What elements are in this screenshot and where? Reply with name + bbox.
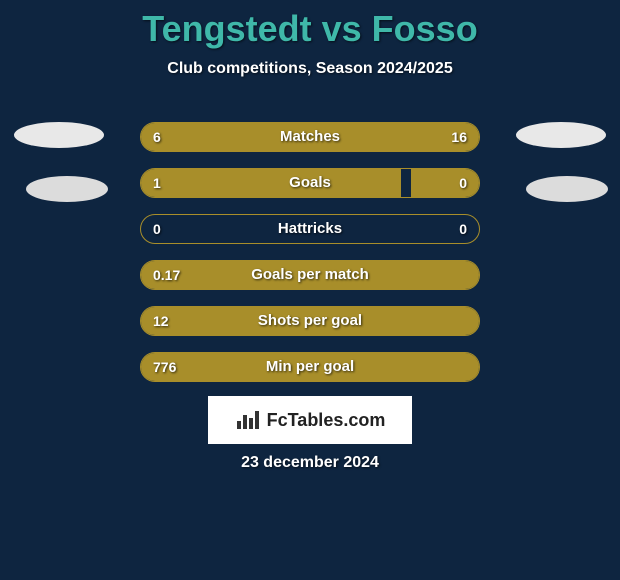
stat-bar: Shots per goal12 bbox=[140, 306, 480, 336]
player-left-shape-1 bbox=[14, 122, 104, 148]
stat-value-right: 16 bbox=[451, 123, 467, 151]
stat-bar: Goals per match0.17 bbox=[140, 260, 480, 290]
stat-bar: Hattricks0 0 bbox=[140, 214, 480, 244]
stat-label: Hattricks bbox=[141, 215, 479, 243]
page-subtitle: Club competitions, Season 2024/2025 bbox=[0, 60, 620, 78]
branding-box: FcTables.com bbox=[208, 396, 412, 444]
stat-value-left: 1 bbox=[153, 169, 161, 197]
stat-bar: Matches6 16 bbox=[140, 122, 480, 152]
stat-label: Goals bbox=[141, 169, 479, 197]
stat-bar: Goals1 0 bbox=[140, 168, 480, 198]
branding-text: FcTables.com bbox=[267, 410, 386, 431]
stat-value-left: 12 bbox=[153, 307, 169, 335]
stat-label: Goals per match bbox=[141, 261, 479, 289]
stat-value-left: 6 bbox=[153, 123, 161, 151]
stat-value-right: 0 bbox=[459, 169, 467, 197]
player-left-shape-2 bbox=[26, 176, 108, 202]
date-label: 23 december 2024 bbox=[0, 454, 620, 472]
stat-value-right: 0 bbox=[459, 215, 467, 243]
stats-bars: Matches616Goals10Hattricks00Goals per ma… bbox=[140, 122, 480, 398]
stat-value-left: 776 bbox=[153, 353, 176, 381]
stat-label: Min per goal bbox=[141, 353, 479, 381]
player-right-shape-2 bbox=[526, 176, 608, 202]
stat-bar: Min per goal776 bbox=[140, 352, 480, 382]
stat-label: Shots per goal bbox=[141, 307, 479, 335]
stat-value-left: 0.17 bbox=[153, 261, 180, 289]
player-right-shape-1 bbox=[516, 122, 606, 148]
chart-icon bbox=[235, 409, 261, 431]
stat-value-left: 0 bbox=[153, 215, 161, 243]
stat-label: Matches bbox=[141, 123, 479, 151]
page-title: Tengstedt vs Fosso bbox=[0, 0, 620, 50]
